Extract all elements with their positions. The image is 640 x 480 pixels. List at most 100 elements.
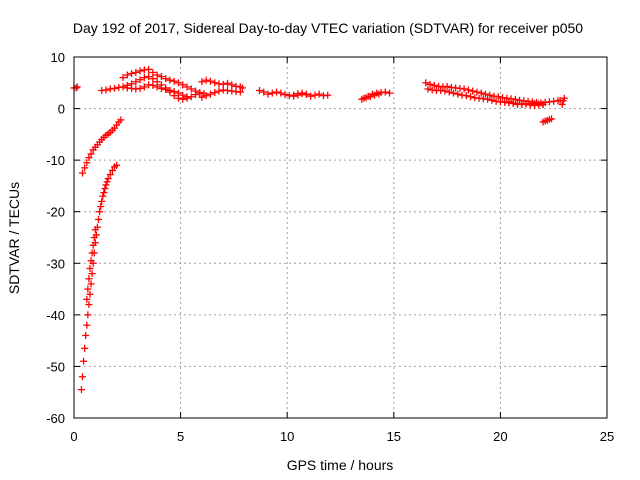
y-tick-label: -30	[46, 256, 65, 271]
series-sat-m	[358, 90, 383, 103]
data-points	[70, 65, 568, 394]
data-point	[113, 161, 121, 169]
data-point	[228, 81, 236, 89]
data-point	[179, 81, 187, 89]
series-sat-k	[290, 90, 332, 100]
data-point	[473, 88, 481, 96]
data-point	[481, 90, 489, 98]
data-point	[149, 81, 157, 89]
data-point	[238, 84, 246, 92]
x-tick-label: 20	[493, 429, 507, 444]
data-point	[140, 74, 148, 82]
data-point	[307, 92, 315, 100]
data-point	[91, 226, 99, 234]
data-point	[86, 290, 94, 298]
series-sat-h	[198, 76, 246, 92]
data-point	[281, 91, 289, 99]
data-point	[505, 98, 513, 106]
series-sat-r	[558, 94, 568, 108]
data-point	[174, 79, 182, 87]
data-point	[104, 175, 112, 183]
data-point	[87, 257, 95, 265]
series-sat-g	[123, 81, 191, 101]
data-point	[83, 295, 91, 303]
data-point	[95, 215, 103, 223]
data-point	[89, 241, 97, 249]
data-point	[81, 344, 89, 352]
data-point	[98, 197, 106, 205]
data-point	[82, 331, 90, 339]
data-point	[102, 86, 110, 94]
data-point	[99, 192, 107, 200]
data-point	[136, 67, 144, 75]
data-point	[494, 93, 502, 101]
data-point	[102, 181, 110, 189]
data-point	[103, 178, 111, 186]
data-point	[454, 90, 462, 98]
data-point	[96, 208, 104, 216]
data-point	[170, 77, 178, 85]
data-point	[467, 93, 475, 101]
series-sat-b	[79, 116, 125, 177]
data-point	[443, 82, 451, 90]
data-point	[236, 88, 244, 96]
data-point	[539, 100, 547, 108]
data-point	[187, 85, 195, 93]
data-point	[166, 76, 174, 84]
data-point	[268, 89, 276, 97]
series-sat-a	[70, 83, 81, 92]
series-sat-d	[83, 226, 99, 303]
data-point	[145, 65, 153, 73]
data-point	[90, 234, 98, 241]
data-point	[100, 189, 108, 197]
data-point	[106, 171, 114, 179]
data-point	[371, 91, 379, 99]
data-point	[132, 68, 140, 76]
data-point	[81, 164, 89, 172]
data-point	[79, 373, 87, 381]
data-point	[111, 84, 119, 92]
data-point	[132, 78, 140, 86]
data-point	[488, 96, 496, 104]
data-point	[85, 275, 93, 283]
data-point	[460, 85, 468, 93]
series-sat-i	[198, 86, 244, 101]
data-point	[315, 90, 323, 98]
data-point	[509, 99, 517, 107]
data-point	[73, 83, 81, 91]
data-point	[215, 87, 223, 95]
data-point	[264, 90, 272, 98]
data-point	[477, 89, 485, 97]
data-point	[153, 71, 161, 79]
data-point	[80, 357, 88, 365]
data-point	[108, 166, 116, 174]
data-point	[211, 89, 219, 97]
data-point	[273, 88, 281, 96]
data-point	[426, 80, 434, 88]
data-point	[87, 150, 95, 158]
grid	[74, 57, 607, 418]
data-point	[179, 91, 187, 99]
plot-frame	[73, 56, 608, 419]
data-point	[558, 100, 566, 108]
data-point	[255, 87, 263, 95]
data-point	[469, 87, 477, 95]
data-point	[522, 100, 530, 108]
x-axis-ticks: 0 5 10 15 20 25	[70, 57, 614, 444]
data-point	[166, 87, 174, 95]
data-point	[153, 83, 161, 91]
y-axis-label: SDTVAR / TECUs	[6, 182, 22, 294]
x-tick-label: 25	[600, 429, 614, 444]
data-point	[97, 203, 105, 211]
data-point	[83, 159, 91, 167]
data-point	[84, 285, 92, 293]
data-point	[86, 264, 94, 272]
x-tick-label: 0	[70, 429, 77, 444]
data-point	[298, 90, 306, 98]
data-point	[290, 92, 298, 100]
data-point	[560, 94, 568, 102]
data-point	[198, 93, 206, 101]
data-point	[324, 91, 332, 99]
series-sat-q	[539, 115, 556, 126]
data-point	[88, 270, 96, 278]
